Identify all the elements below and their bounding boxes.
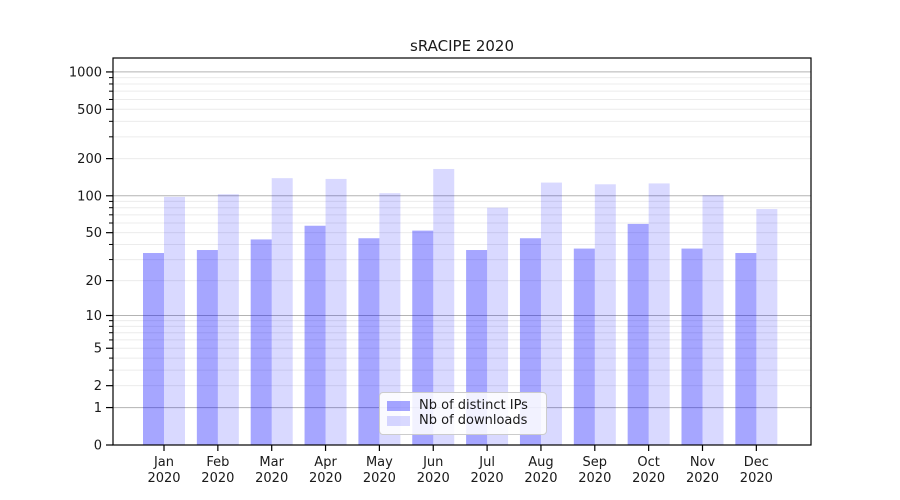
y-tick-label: 20	[85, 274, 102, 289]
x-tick-label-year: 2020	[255, 471, 288, 486]
x-tick-label-year: 2020	[524, 471, 557, 486]
x-tick-label-month: Jan	[153, 455, 174, 470]
y-tick-label: 0	[94, 439, 102, 454]
bar-nb-of-distinct-ips-oct-2020	[627, 223, 649, 445]
bar-nb-of-downloads-jan-2020	[164, 196, 185, 445]
bar-nb-of-distinct-ips-apr-2020	[304, 225, 326, 445]
x-tick-label-month: Sep	[583, 455, 608, 470]
legend-label-distinct-ips: Nb of distinct IPs	[419, 398, 528, 413]
x-tick-label-year: 2020	[309, 471, 342, 486]
x-tick-label-year: 2020	[363, 471, 396, 486]
x-tick-label-year: 2020	[471, 471, 504, 486]
x-tick-label-month: May	[366, 455, 393, 470]
legend-swatch-downloads	[387, 415, 410, 426]
bar-nb-of-distinct-ips-jan-2020	[143, 253, 164, 445]
x-tick-label-month: Aug	[528, 455, 553, 470]
y-tick-label: 200	[77, 152, 102, 167]
bar-nb-of-downloads-dec-2020	[756, 209, 778, 445]
bar-nb-of-downloads-jun-2020	[433, 168, 455, 446]
x-tick-label-month: Mar	[259, 455, 284, 470]
x-tick-label-month: Feb	[206, 455, 229, 470]
bar-nb-of-distinct-ips-sep-2020	[573, 248, 595, 445]
bar-nb-of-downloads-oct-2020	[648, 183, 670, 446]
bar-nb-of-downloads-jul-2020	[487, 207, 509, 445]
y-tick-label: 50	[85, 226, 102, 241]
x-tick-label-year: 2020	[632, 471, 665, 486]
y-tick-label: 5	[94, 342, 102, 357]
x-tick-label-month: Nov	[690, 455, 716, 470]
x-tick-label-year: 2020	[686, 471, 719, 486]
x-tick-label-year: 2020	[201, 471, 234, 486]
x-tick-label-month: Jul	[478, 455, 495, 470]
x-tick-label-month: Apr	[314, 455, 337, 470]
y-tick-label: 2	[94, 379, 102, 394]
x-tick-label-year: 2020	[740, 471, 773, 486]
y-tick-label: 500	[77, 103, 102, 118]
legend-swatch-distinct-ips	[387, 400, 410, 411]
bar-nb-of-distinct-ips-may-2020	[358, 238, 380, 445]
y-tick-label: 10	[85, 309, 102, 324]
bar-nb-of-downloads-aug-2020	[540, 182, 562, 445]
x-tick-label-year: 2020	[417, 471, 450, 486]
x-tick-label-year: 2020	[147, 471, 180, 486]
bar-nb-of-downloads-nov-2020	[702, 195, 724, 445]
x-tick-label-month: Dec	[744, 455, 769, 470]
bar-nb-of-distinct-ips-jun-2020	[412, 230, 434, 445]
y-tick-label: 100	[77, 189, 102, 204]
bar-nb-of-distinct-ips-mar-2020	[250, 239, 272, 445]
y-tick-label: 1000	[69, 65, 102, 80]
legend-item-distinct-ips: Nb of distinct IPs	[387, 398, 537, 413]
x-tick-label-year: 2020	[578, 471, 611, 486]
bar-nb-of-downloads-feb-2020	[217, 194, 239, 445]
legend: Nb of distinct IPs Nb of downloads	[379, 392, 547, 435]
chart-title: sRACIPE 2020	[410, 37, 514, 55]
bar-nb-of-distinct-ips-dec-2020	[735, 253, 757, 445]
legend-item-downloads: Nb of downloads	[387, 413, 537, 428]
bar-nb-of-distinct-ips-nov-2020	[681, 248, 703, 445]
legend-label-downloads: Nb of downloads	[419, 413, 528, 428]
x-tick-label-month: Jun	[422, 455, 443, 470]
bar-nb-of-downloads-mar-2020	[271, 178, 293, 445]
bar-nb-of-downloads-apr-2020	[325, 178, 347, 446]
x-tick-label-month: Oct	[637, 455, 659, 470]
bar-nb-of-distinct-ips-feb-2020	[196, 250, 218, 445]
plot-border	[112, 57, 812, 446]
bar-nb-of-downloads-may-2020	[379, 193, 401, 445]
bar-nb-of-downloads-sep-2020	[594, 184, 616, 445]
y-tick-label: 1	[94, 401, 102, 416]
